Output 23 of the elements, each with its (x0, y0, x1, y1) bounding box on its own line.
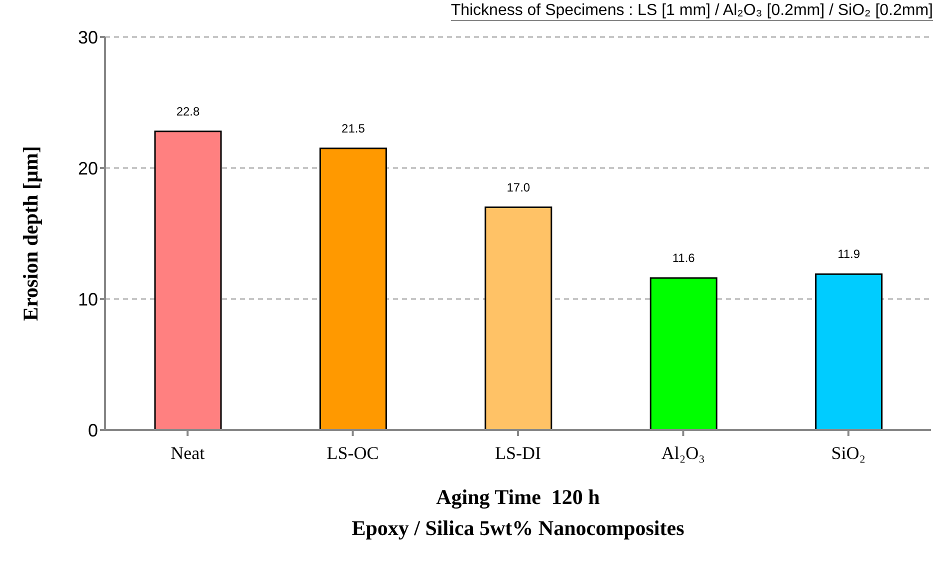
data-label: 22.8 (176, 104, 200, 118)
x-axis-title: Aging Time 120 h (435, 484, 601, 511)
y-axis-title: Erosion depth [μm] (18, 146, 42, 321)
data-label: 21.5 (342, 121, 366, 136)
bar (484, 206, 552, 430)
text: Thickness of Specimens : LS [1 mm] / Al₂O₃ [0.2mm] / SiO₂ [0.2mm] (450, 2, 933, 21)
x-tick-label: LS-DI (495, 442, 541, 463)
text: Epoxy / Silica 5wt% Nanocomposites (350, 515, 686, 542)
bar (154, 130, 222, 430)
x-tick-label: LS-OC (326, 442, 379, 463)
y-tick-label: 20 (78, 158, 98, 178)
bar (815, 273, 883, 430)
x-tick-label: Neat (170, 442, 205, 463)
y-tick-label: 30 (78, 27, 98, 48)
x-tick-label: SiO₂ (831, 442, 866, 463)
data-label: 17.0 (506, 180, 530, 194)
y-tick-label: 10 (78, 289, 98, 310)
x-tick-label: Al₂O₃ (661, 442, 705, 463)
data-label: 11.9 (838, 247, 860, 262)
bar (650, 277, 718, 430)
y-tick-label: 0 (88, 420, 98, 440)
bar (319, 148, 387, 430)
data-label: 11.6 (672, 251, 696, 266)
